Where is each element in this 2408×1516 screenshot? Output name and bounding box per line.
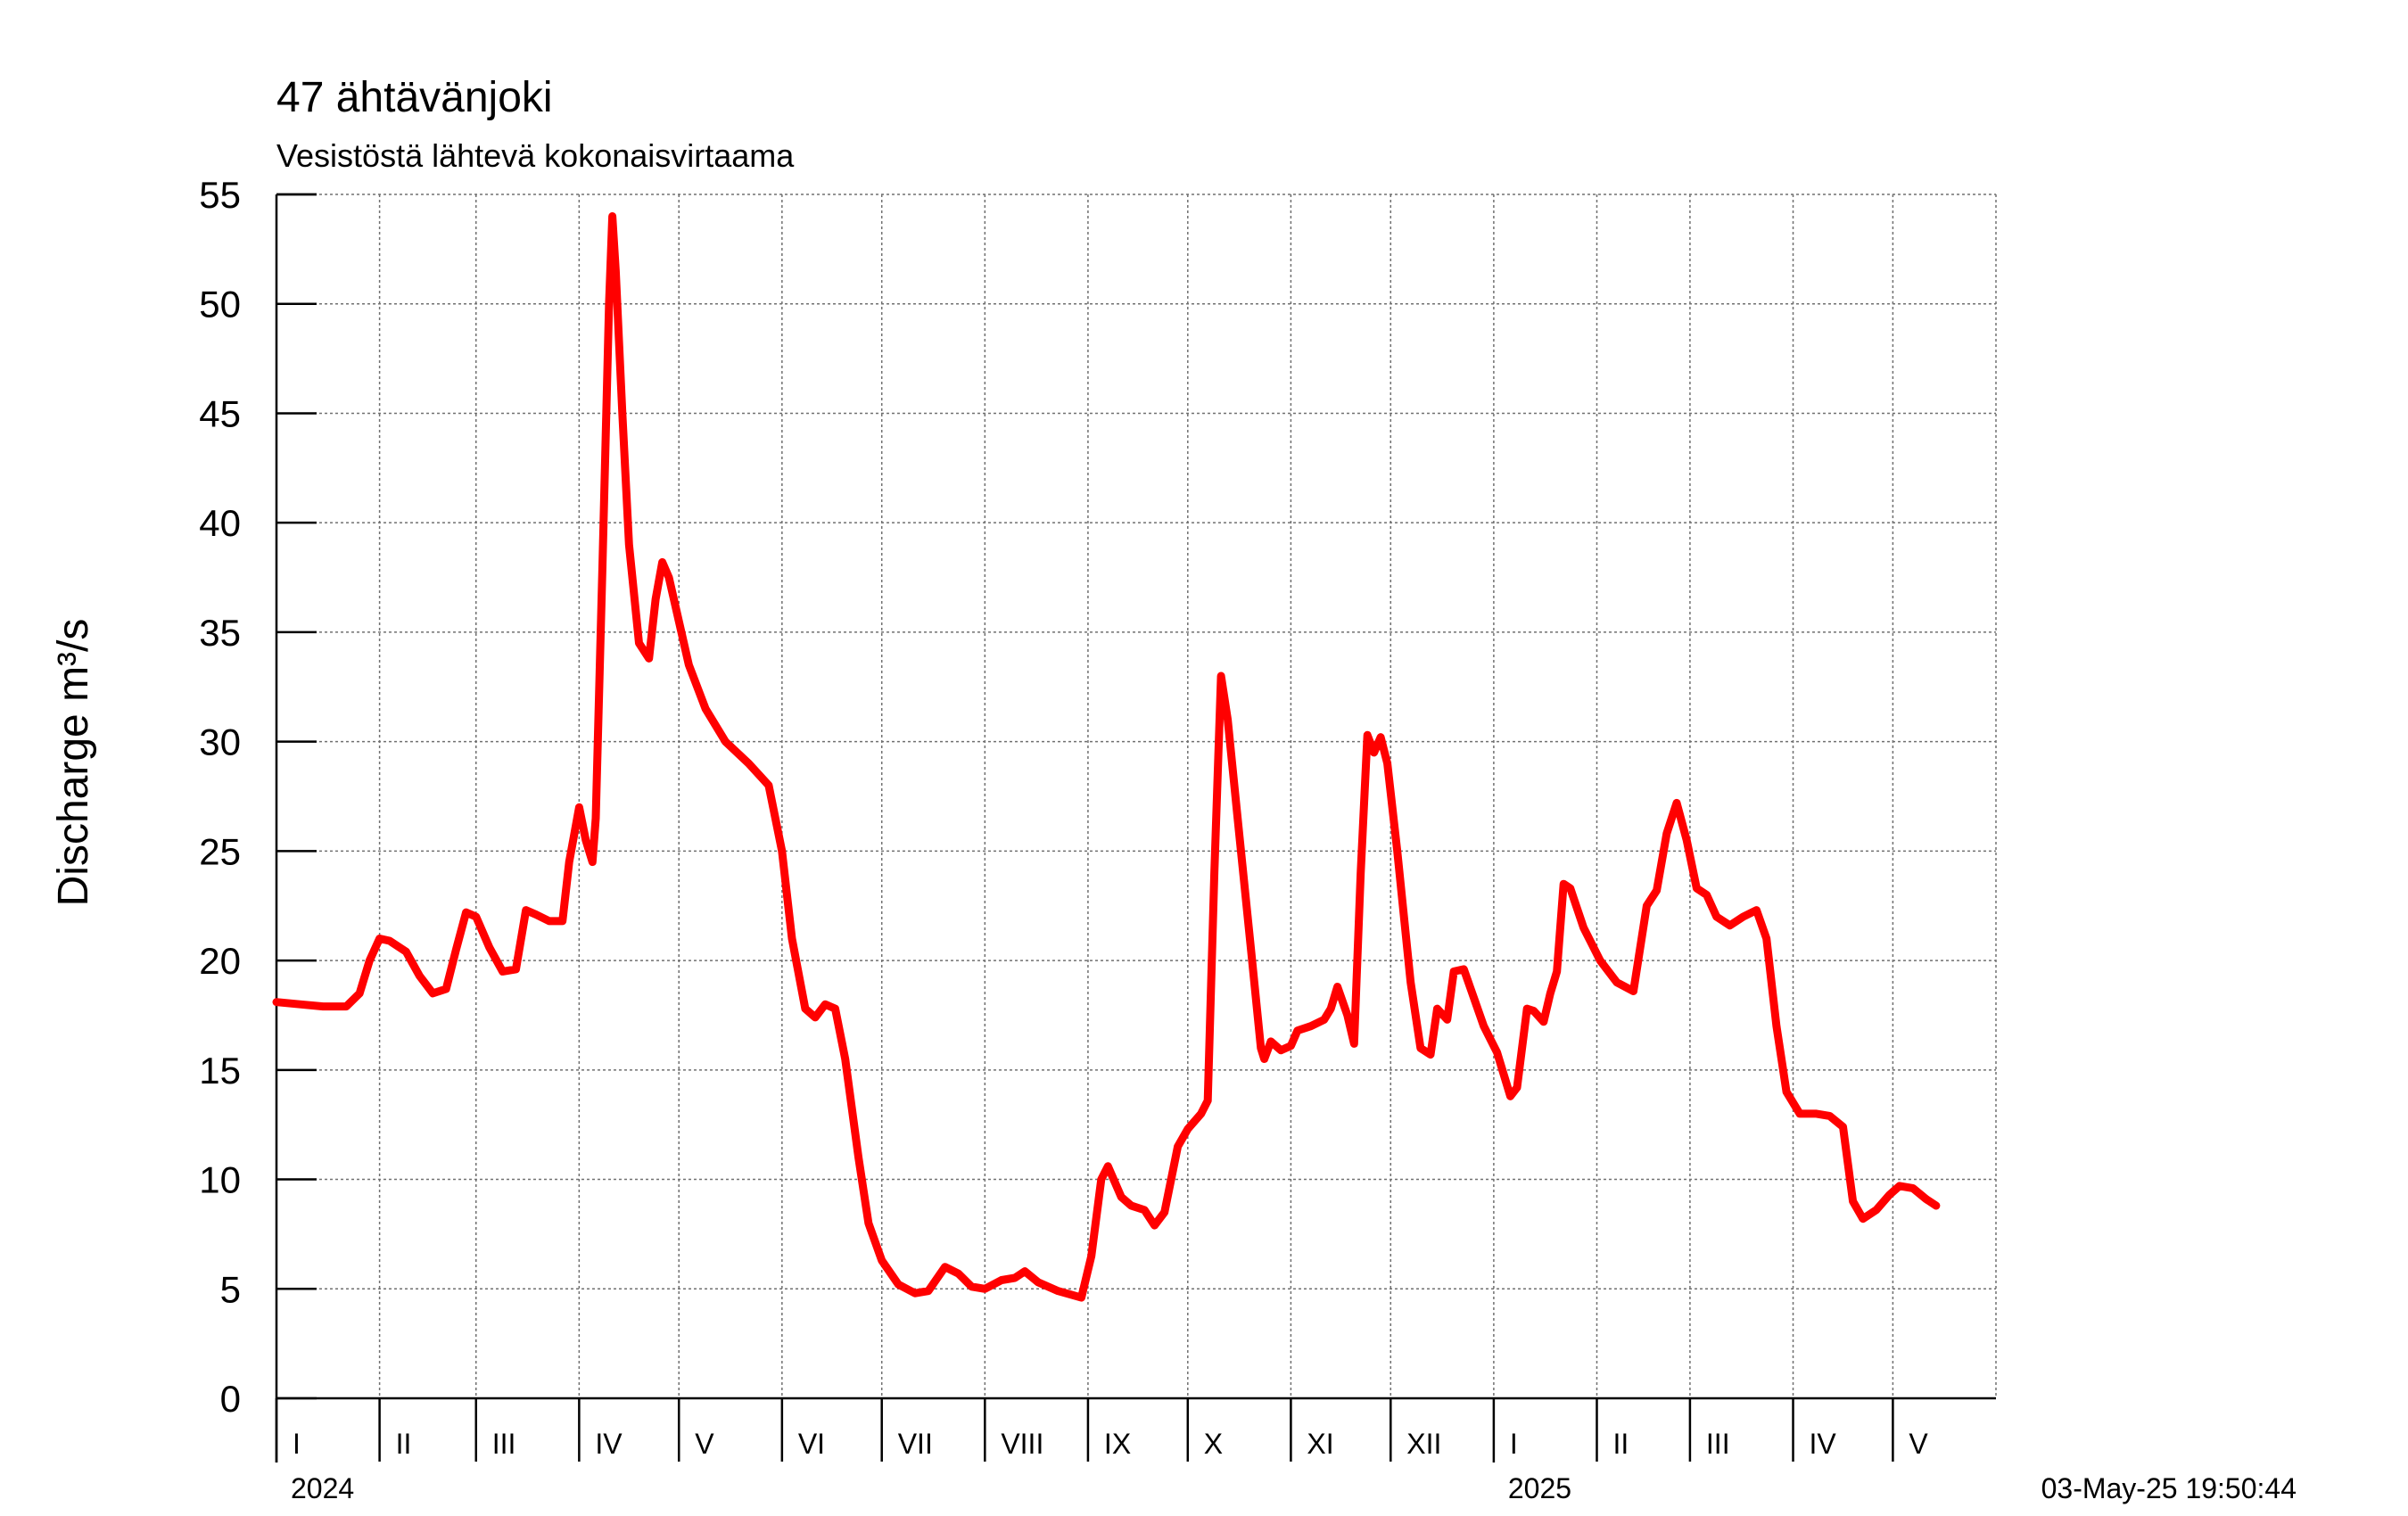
month-label: X <box>1204 1428 1223 1460</box>
grid-lines <box>276 194 1997 1398</box>
y-tick-label: 35 <box>199 612 241 654</box>
month-label: I <box>293 1428 301 1460</box>
y-tick-label: 20 <box>199 940 241 982</box>
y-tick-label: 15 <box>199 1050 241 1092</box>
y-tick-label: 40 <box>199 502 241 544</box>
month-label: V <box>695 1428 714 1460</box>
month-label: VI <box>798 1428 825 1460</box>
month-label: IV <box>1810 1428 1837 1460</box>
month-label: II <box>1612 1428 1629 1460</box>
year-label: 2024 <box>291 1472 354 1504</box>
y-axis-label: Discharge m³/s <box>50 619 97 907</box>
month-label: V <box>1909 1428 1928 1460</box>
month-label: III <box>1706 1428 1730 1460</box>
month-label: I <box>1510 1428 1518 1460</box>
y-tick-label: 45 <box>199 392 241 434</box>
chart-subtitle: Vesistöstä lähtevä kokonaisvirtaama <box>276 137 795 174</box>
year-label: 2025 <box>1508 1472 1571 1504</box>
month-label: VII <box>898 1428 933 1460</box>
year-axis: 2024 2025 <box>291 1472 1571 1504</box>
month-label: XII <box>1406 1428 1441 1460</box>
y-axis-ticks: 0 5 10 15 20 25 30 35 40 45 50 55 <box>199 174 317 1420</box>
month-label: VIII <box>1001 1428 1043 1460</box>
month-axis: I II III IV V VI VII VIII IX X XI XII I II III IV V <box>275 1398 1928 1462</box>
month-label: IX <box>1104 1428 1131 1460</box>
timestamp: 03-May-25 19:50:44 <box>2041 1472 2297 1504</box>
y-tick-label: 25 <box>199 830 241 872</box>
y-tick-label: 0 <box>220 1378 241 1420</box>
y-tick-label: 5 <box>220 1268 241 1310</box>
plot-frame <box>275 193 1996 1462</box>
y-tick-label: 10 <box>199 1159 241 1201</box>
month-label: IV <box>595 1428 623 1460</box>
discharge-series-line <box>272 212 1941 1302</box>
month-label: II <box>396 1428 412 1460</box>
y-tick-label: 30 <box>199 721 241 763</box>
series-layer <box>272 212 1941 1302</box>
y-tick-label: 55 <box>199 174 241 216</box>
month-label: III <box>492 1428 516 1460</box>
month-label: XI <box>1307 1428 1333 1460</box>
y-tick-label: 50 <box>199 284 241 325</box>
chart-title: 47 ähtävänjoki <box>276 74 553 121</box>
